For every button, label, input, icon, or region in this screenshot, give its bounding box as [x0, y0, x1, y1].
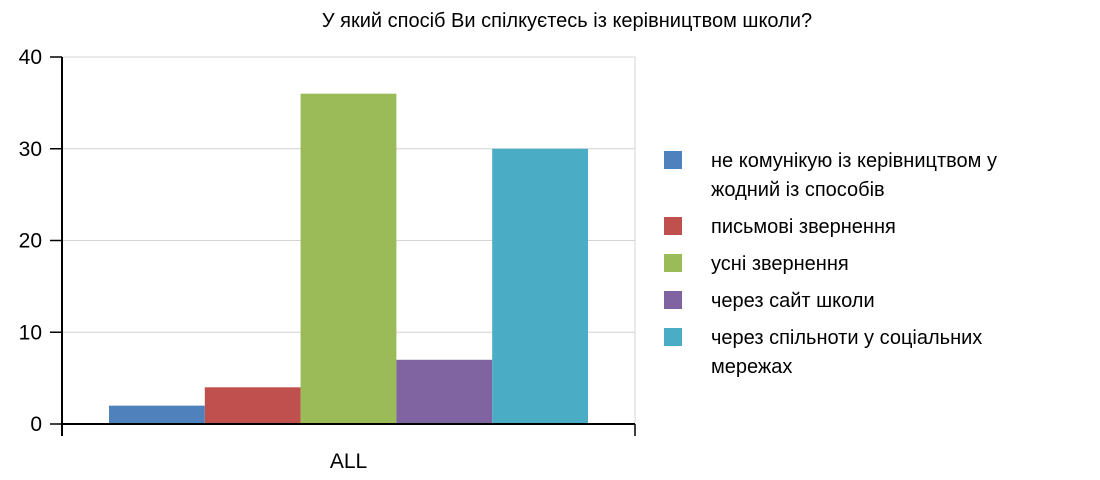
y-tick-label: 10	[19, 321, 42, 344]
legend-label: через спільноти у соціальних	[711, 327, 982, 349]
legend-label: через сайт школи	[711, 290, 875, 312]
legend-swatch	[664, 151, 682, 169]
y-tick-label: 30	[19, 138, 42, 161]
bar	[204, 387, 301, 424]
legend-label: жодний із способів	[711, 179, 885, 201]
legend-label: мережах	[711, 356, 792, 378]
y-tick-label: 40	[19, 46, 42, 69]
x-tick-label: ALL	[330, 450, 367, 473]
bar	[396, 359, 493, 424]
y-tick-label: 0	[30, 413, 42, 436]
bar	[300, 93, 397, 424]
bar	[492, 148, 588, 424]
y-tick-labels: 0 10 20 30 40	[19, 46, 42, 436]
legend-swatch	[664, 254, 682, 272]
bars	[109, 93, 588, 424]
legend-swatch	[664, 328, 682, 346]
legend-label: усні звернення	[711, 253, 849, 275]
legend: не комунікую із керівництвом у жодний із …	[664, 150, 997, 378]
legend-swatch	[664, 217, 682, 235]
x-tick-labels: ALL	[330, 450, 367, 473]
chart-title: У який спосіб Ви спілкуєтесь із керівниц…	[322, 10, 812, 32]
legend-swatch	[664, 291, 682, 309]
axes	[50, 56, 636, 436]
y-tick-label: 20	[19, 230, 42, 253]
bar	[109, 405, 205, 424]
legend-label: письмові звернення	[711, 216, 896, 238]
legend-label: не комунікую із керівництвом у	[711, 150, 997, 172]
